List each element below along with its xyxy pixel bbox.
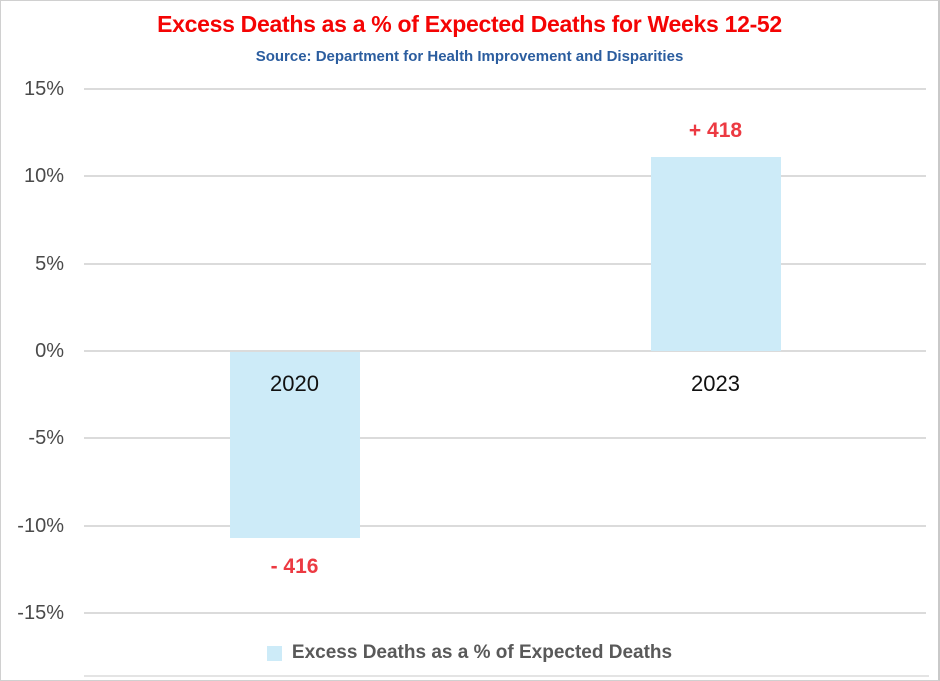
y-axis-tick-label: -5%	[28, 427, 64, 450]
legend: Excess Deaths as a % of Expected Deaths	[1, 642, 938, 664]
gridline-0%	[84, 350, 926, 352]
gridline--15%	[84, 612, 926, 614]
chart-subtitle: Source: Department for Health Improvemen…	[255, 48, 684, 65]
y-axis-tick-label: -15%	[17, 602, 64, 624]
gridline--10%	[84, 524, 926, 527]
plot-area	[84, 88, 926, 614]
gridline--5%	[84, 437, 926, 440]
y-axis-tick-label: 5%	[35, 252, 64, 275]
bar-2020	[229, 352, 360, 538]
legend-label: Excess Deaths as a % of Expected Deaths	[291, 642, 673, 663]
y-axis-tick-label: 0%	[35, 340, 64, 362]
y-axis-tick-label: -10%	[17, 514, 64, 537]
bar-2023	[650, 157, 781, 351]
chart-title: Excess Deaths as a % of Expected Deaths …	[157, 11, 782, 37]
chart-bottom-border	[84, 675, 929, 677]
legend-swatch-icon	[266, 645, 282, 661]
gridline-10%	[84, 175, 926, 178]
gridline-5%	[84, 262, 926, 265]
y-axis-tick-label: 10%	[23, 165, 64, 188]
category-label-2023: 2023	[691, 371, 740, 396]
gridline-15%	[84, 88, 926, 90]
y-axis-tick-label: 15%	[23, 78, 64, 100]
data-label-2023: + 418	[688, 119, 743, 143]
data-label-2020: - 416	[270, 554, 319, 578]
category-label-2020: 2020	[270, 371, 319, 396]
